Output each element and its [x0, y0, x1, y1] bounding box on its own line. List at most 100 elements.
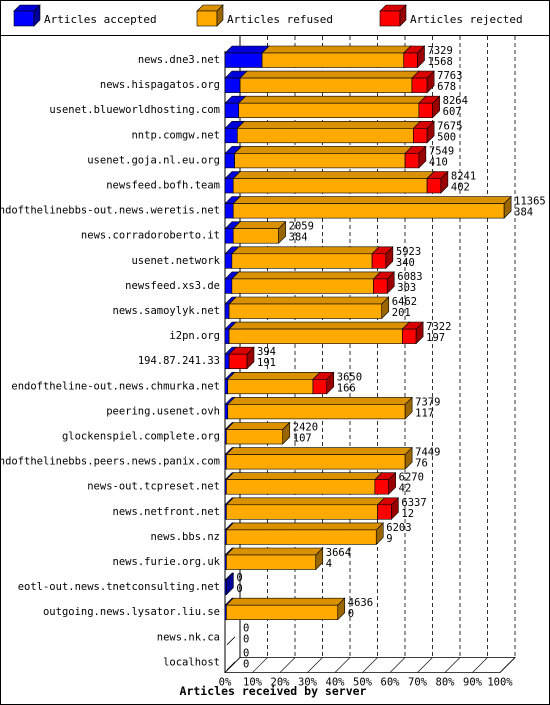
- bar-5-2-front: [234, 153, 406, 169]
- bar-20-2-side: [375, 522, 384, 546]
- x-tick-label-1: 10%: [243, 677, 263, 689]
- bar-7-1-front: [224, 203, 234, 219]
- value-bottom-10: 303: [397, 282, 416, 294]
- value-top-14: 3650: [337, 371, 362, 383]
- legend-item-2: Articles refused: [196, 4, 333, 27]
- bar-16-2-front: [226, 429, 284, 445]
- bar-12-3: [401, 321, 424, 345]
- bar-8-2: [232, 220, 287, 244]
- bar-17-2-top: [225, 447, 413, 455]
- value-bottom-16: 107: [293, 433, 312, 445]
- bar-9-2-top: [231, 246, 380, 255]
- value-top-22: 0: [236, 572, 242, 584]
- value-top-19: 6337: [401, 497, 426, 509]
- bar-1-2-top: [261, 45, 412, 54]
- bar-14-3: [312, 371, 335, 395]
- bar-12-2-top: [228, 321, 411, 330]
- bar-18-2-front: [226, 479, 376, 495]
- floor-tick-30: [307, 657, 323, 673]
- bar-1-2-front: [261, 52, 405, 68]
- bar-3-3-front: [418, 102, 433, 118]
- bar-11-2-top: [228, 296, 390, 305]
- category-label-11: news.samoylyk.net: [113, 305, 220, 317]
- bar-15-2-side: [404, 396, 413, 420]
- bar-23-2: [225, 597, 346, 621]
- plot-area: 0% 10% 20% 30% 40% 50% 60% 70% 80% 90% 100% news.dn…: [0, 36, 546, 689]
- value-bottom-9: 340: [396, 257, 415, 269]
- bar-18-3-front: [374, 479, 389, 495]
- floor-tick-20: [279, 657, 296, 673]
- bar-10-3-front: [373, 278, 388, 294]
- category-label-4: nntp.comgw.net: [131, 129, 220, 141]
- bar-8-1-front: [224, 228, 234, 244]
- bar-17-2-front: [226, 454, 406, 470]
- bar-7-2-side: [503, 195, 512, 219]
- value-top-17: 7449: [415, 447, 440, 459]
- value-top-2: 7763: [437, 70, 462, 82]
- category-label-9: usenet.network: [131, 255, 220, 267]
- bar-20-2-front: [226, 529, 377, 545]
- bar-17-2: [225, 446, 413, 470]
- bar-22-1: [224, 572, 235, 596]
- category-label-18: news-out.tcpreset.net: [87, 481, 220, 493]
- category-label-25: localhost: [163, 656, 220, 668]
- bar-14-2: [227, 371, 321, 395]
- bar-6-1-front: [224, 178, 234, 194]
- bar-5-3: [404, 145, 427, 169]
- bar-18-3: [374, 471, 397, 495]
- bar-6-3-side: [440, 170, 449, 194]
- bar-1-3-side: [417, 45, 425, 69]
- bar-2-3: [411, 70, 435, 94]
- bar-17-2-side: [404, 446, 413, 470]
- bar-23-2-side: [337, 597, 346, 621]
- value-top-7: 11365: [514, 196, 546, 208]
- value-top-18: 6270: [399, 472, 424, 484]
- category-label-22: eotl-out.news.tnetconsulting.net: [18, 581, 220, 593]
- bar-12-3-side: [415, 321, 424, 345]
- bar-23-2-front: [226, 604, 339, 621]
- value-top-5: 7549: [429, 145, 454, 157]
- value-bottom-21: 4: [326, 558, 332, 570]
- bar-4-2-front: [237, 128, 414, 144]
- bar-18-3-side: [388, 471, 396, 495]
- category-label-24: news.nk.ca: [157, 631, 220, 643]
- value-bottom-12: 197: [426, 332, 445, 344]
- floor-tick-70: [417, 657, 433, 673]
- value-bottom-1: 1568: [428, 56, 453, 68]
- value-top-20: 6203: [386, 522, 411, 534]
- empty-bar-25: [226, 661, 236, 671]
- legend-swatch-1-side: [33, 4, 41, 27]
- bar-13-3: [228, 346, 255, 370]
- category-label-21: news.furie.org.uk: [113, 556, 221, 568]
- value-bottom-5: 410: [429, 156, 448, 168]
- bar-11-2: [228, 296, 390, 320]
- value-top-6: 8241: [451, 171, 476, 183]
- value-bottom-24: 0: [243, 633, 249, 645]
- legend-label-1: Articles accepted: [44, 13, 157, 26]
- bar-23-2-top: [225, 597, 346, 606]
- bar-20-2: [225, 522, 384, 546]
- bar-2-2-front: [239, 77, 413, 93]
- bar-14-2-front: [227, 378, 314, 395]
- bar-13-1-front: [224, 353, 230, 370]
- value-top-25: 0: [243, 647, 249, 659]
- floor-tick-60: [389, 657, 406, 673]
- bar-6-2: [232, 170, 435, 194]
- bar-6-3: [426, 170, 449, 194]
- x-axis-label: Articles received by server: [180, 684, 367, 698]
- value-top-23: 4636: [348, 597, 373, 609]
- value-bottom-23: 0: [348, 608, 354, 620]
- bar-9-3-front: [371, 253, 387, 269]
- empty-bar-24: [226, 636, 236, 646]
- bar-1-1-top: [224, 45, 270, 54]
- bar-18-2-top: [225, 472, 383, 481]
- bar-3-2: [238, 95, 427, 119]
- bar-18-2: [225, 471, 383, 495]
- bar-9-2-front: [231, 253, 373, 269]
- bar-8-2-side: [278, 220, 286, 244]
- bar-5-2: [233, 145, 413, 169]
- x-tick-label-8: 80%: [436, 677, 456, 689]
- bar-10-1-front: [224, 278, 233, 294]
- category-label-16: glockenspiel.complete.org: [62, 431, 220, 443]
